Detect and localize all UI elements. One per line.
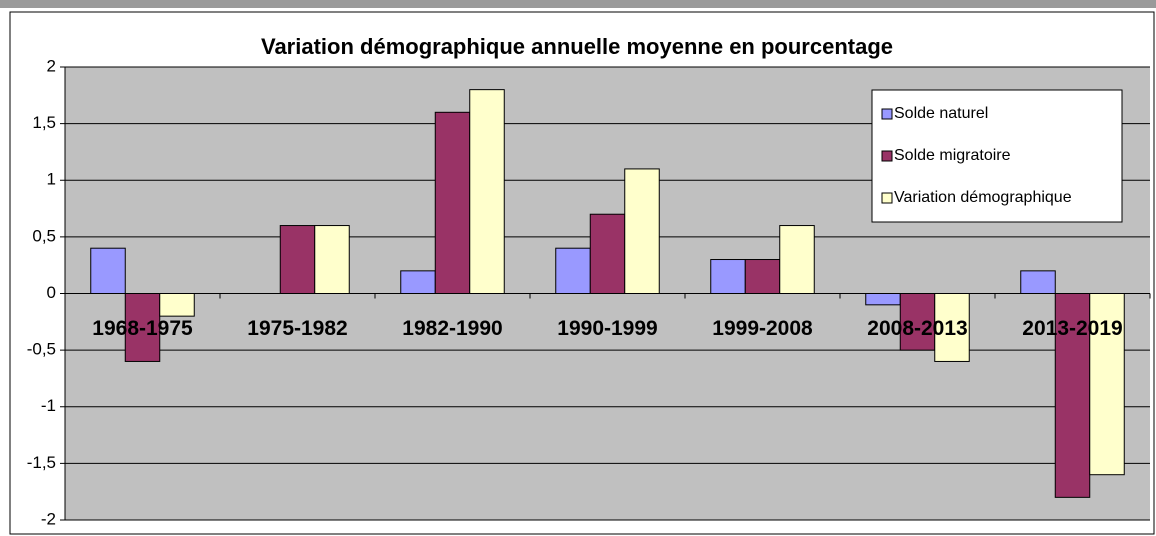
bar — [555, 247, 591, 294]
legend-label: Variation démographique — [894, 189, 1072, 206]
x-tick-label: 1975-1982 — [247, 317, 347, 340]
x-tick-label: 1968-1975 — [92, 317, 193, 340]
bar — [934, 293, 970, 362]
y-tick-label: -1 — [41, 396, 56, 415]
top-bar — [0, 0, 1156, 8]
bar — [400, 270, 436, 295]
y-tick-label: 0,5 — [32, 226, 56, 245]
bar — [159, 293, 195, 317]
bar — [1089, 293, 1125, 476]
bar — [434, 111, 471, 294]
legend-swatch — [881, 108, 893, 120]
bar — [279, 225, 316, 294]
y-tick-label: 0 — [47, 283, 56, 302]
bar — [710, 259, 746, 294]
bar — [589, 213, 626, 295]
x-tick-label: 1982-1990 — [402, 317, 502, 340]
y-tick-label: 1 — [47, 170, 56, 189]
legend-box — [871, 89, 1123, 223]
x-tick-label: 1990-1999 — [557, 317, 657, 340]
chart-title: Variation démographique annuelle moyenne… — [261, 34, 893, 59]
legend-swatch — [881, 150, 893, 162]
legend-label: Solde naturel — [894, 105, 988, 122]
bar — [865, 293, 901, 306]
bar — [779, 225, 815, 294]
y-tick-label: -1,5 — [27, 453, 56, 472]
legend-swatch — [881, 192, 893, 204]
bar — [314, 225, 350, 294]
bar — [899, 293, 936, 351]
legend-label: Solde migratoire — [894, 147, 1011, 164]
bar — [744, 259, 781, 294]
x-tick-label: 1999-2008 — [712, 317, 813, 340]
bar — [1054, 293, 1091, 498]
bar — [1020, 270, 1056, 295]
bar — [90, 247, 126, 294]
y-tick-label: 2 — [47, 56, 56, 75]
y-tick-label: -0,5 — [27, 340, 56, 359]
x-tick-label: 2008-2013 — [867, 317, 967, 340]
bar — [469, 89, 505, 295]
y-tick-label: -2 — [41, 509, 56, 528]
y-tick-label: 1,5 — [32, 113, 56, 132]
x-tick-label: 2013-2019 — [1022, 317, 1122, 340]
bar — [124, 293, 161, 362]
bar — [624, 168, 660, 294]
